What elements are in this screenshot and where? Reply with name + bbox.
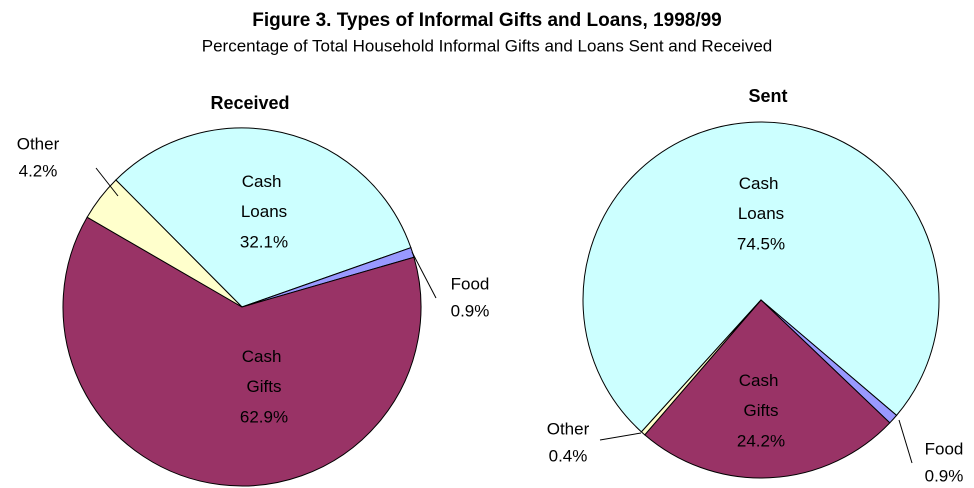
slice-label: Other — [547, 419, 590, 438]
slice-label: Cash Gifts — [739, 371, 783, 420]
pie-slice — [640, 299, 762, 436]
pie-slice — [582, 121, 940, 433]
chart-subtitle: Percentage of Total Household Informal G… — [202, 36, 773, 55]
chart-title: Figure 3. Types of Informal Gifts and Lo… — [252, 10, 722, 31]
leader-line — [95, 167, 119, 197]
pie-slice — [644, 299, 891, 479]
leader-line — [411, 251, 437, 299]
pie-slice — [115, 127, 412, 308]
value-label: 0.4% — [549, 446, 588, 465]
value-label: 0.9% — [451, 301, 490, 320]
slice-label: Cash Gifts — [242, 347, 286, 396]
slice-label: Cash Loans — [738, 174, 784, 223]
leader-line — [599, 432, 642, 441]
value-label: 4.2% — [19, 161, 58, 180]
value-label: 24.2% — [737, 431, 785, 450]
value-label: 74.5% — [737, 234, 785, 253]
slice-label: Cash Loans — [241, 172, 287, 221]
pie-title: Sent — [748, 86, 787, 106]
leader-line — [898, 419, 913, 464]
slice-label: Food — [451, 274, 490, 293]
slice-label: Other — [17, 134, 60, 153]
value-label: 32.1% — [240, 232, 288, 251]
value-label: 62.9% — [240, 407, 288, 426]
pie-slice — [86, 179, 243, 308]
value-label: 0.9% — [925, 466, 964, 485]
slice-label: Food — [925, 439, 964, 458]
pie-title: Received — [210, 93, 289, 113]
pie-slice — [62, 216, 422, 487]
